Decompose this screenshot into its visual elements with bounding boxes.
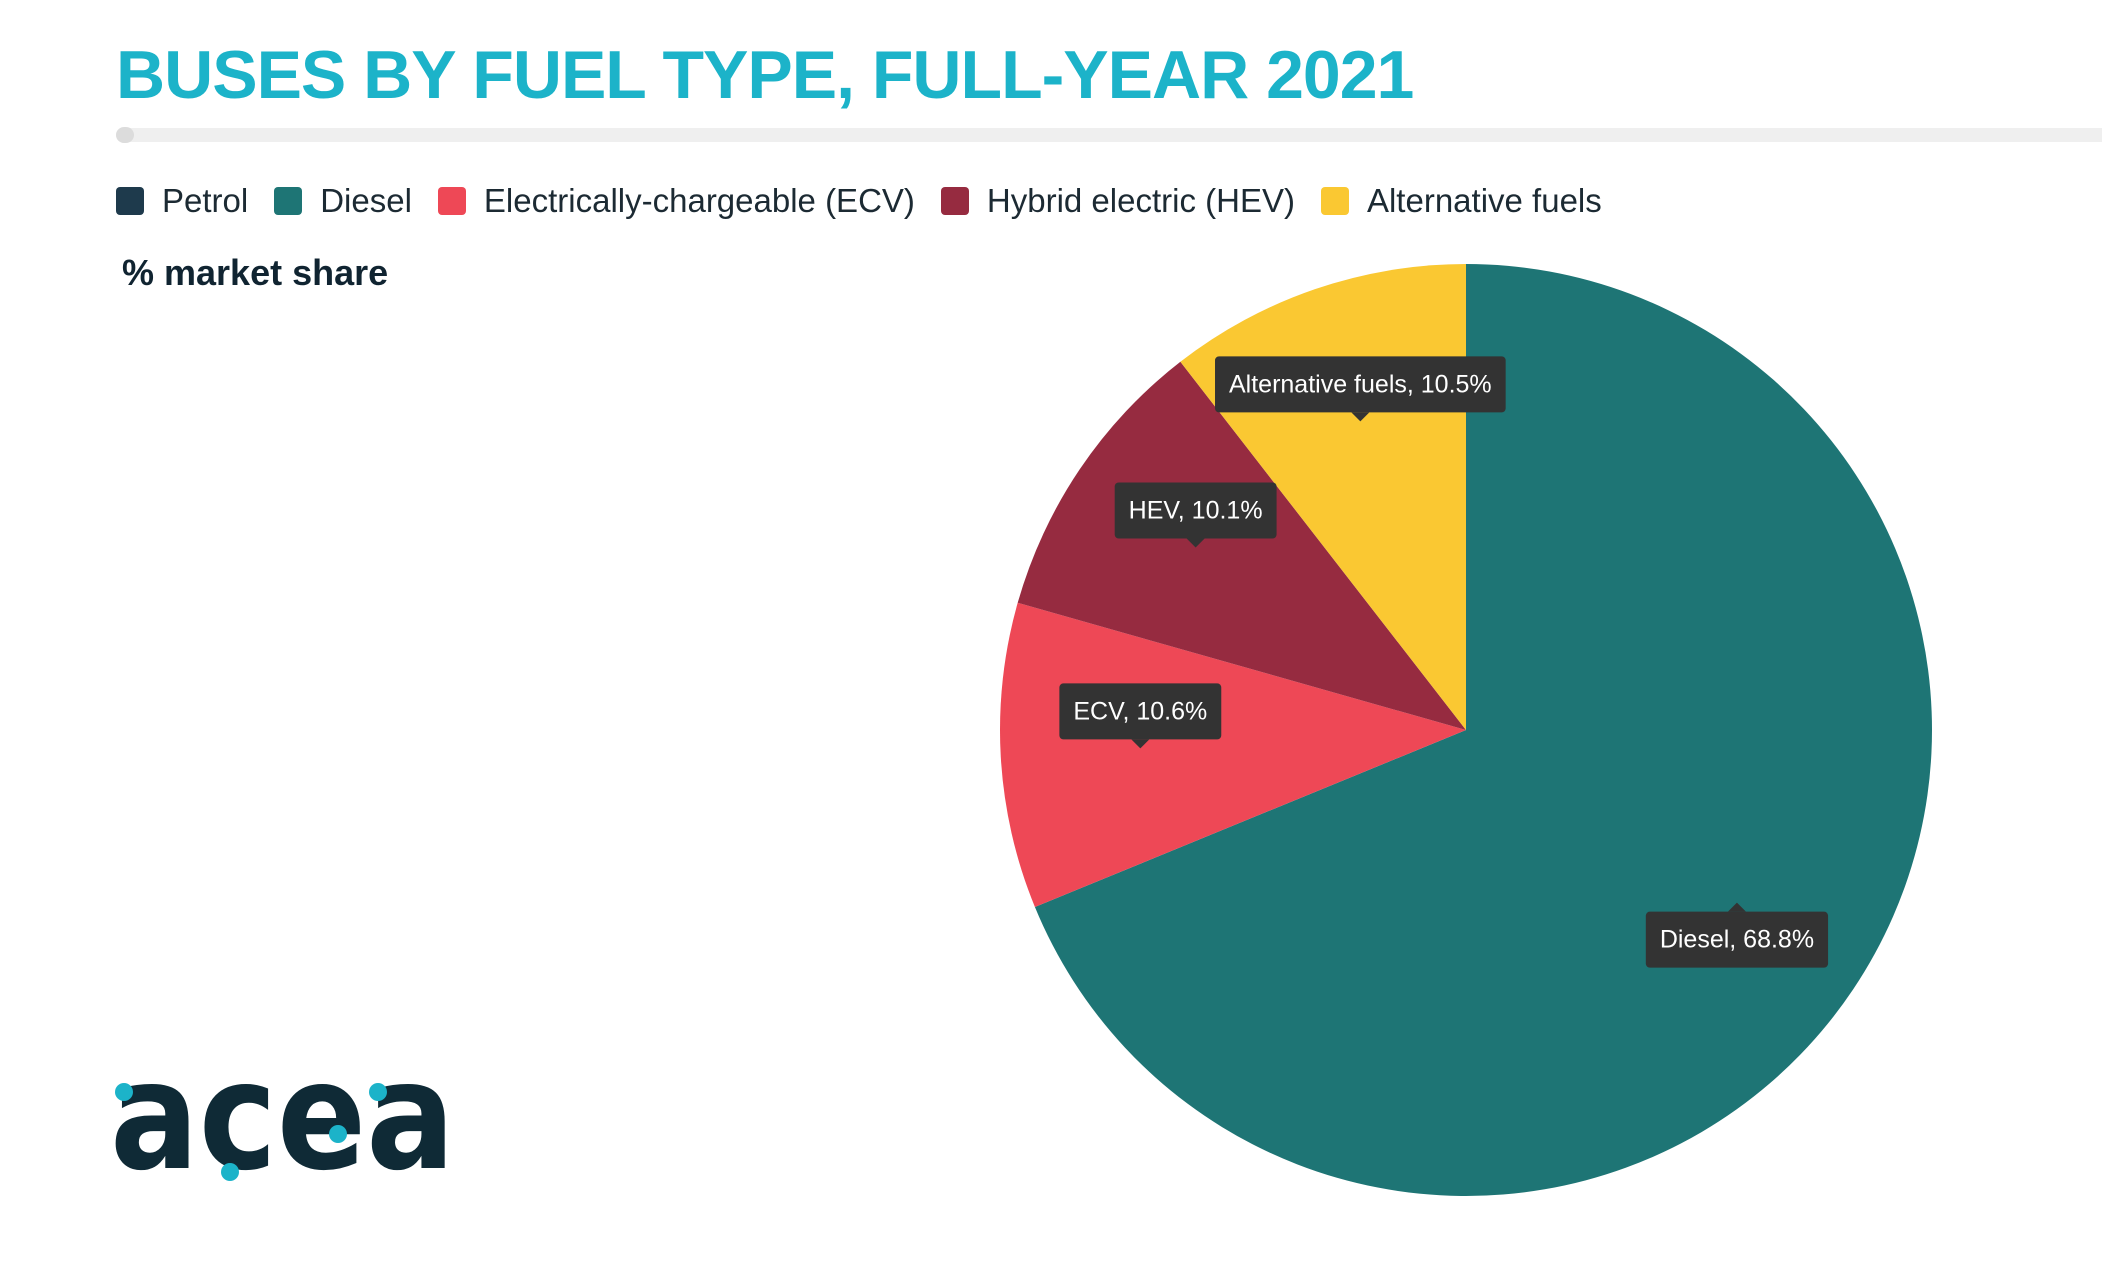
data-label-pointer (1186, 538, 1205, 548)
data-label-alternative-fuels: Alternative fuels, 10.5% (1215, 356, 1506, 422)
pie-slice-hev[interactable] (1017, 361, 1466, 730)
title-underline (116, 128, 2102, 142)
legend-swatch-diesel (274, 187, 303, 215)
data-label-text: HEV, 10.1% (1129, 496, 1263, 524)
data-label-pointer (1131, 739, 1150, 749)
legend-item-petrol[interactable]: Petrol (116, 182, 248, 220)
pie-slice-ecv[interactable] (1000, 602, 1466, 907)
data-label-hev: HEV, 10.1% (1114, 482, 1277, 548)
data-label-ecv: ECV, 10.6% (1059, 683, 1222, 749)
legend-label-alternative-fuels: Alternative fuels (1366, 182, 1602, 219)
pie-labels: Diesel, 68.8% ECV, 10.6% HEV, 10.1% Alterna… (1059, 356, 1829, 968)
legend-label-diesel: Diesel (320, 182, 412, 219)
data-label-text: ECV, 10.6% (1073, 697, 1207, 725)
legend-item-alternative-fuels[interactable]: Alternative fuels (1320, 182, 1602, 220)
legend-swatch-hev (940, 187, 969, 215)
data-label-text: Diesel, 68.8% (1660, 926, 1814, 954)
legend-swatch-ecv (437, 187, 466, 215)
legend-label-ecv: Electrically-chargeable (ECV) (483, 182, 915, 219)
logo-dot (369, 1083, 387, 1101)
logo-dot (115, 1083, 133, 1101)
chart-subtitle: % market share (122, 252, 389, 293)
data-label-diesel: Diesel, 68.8% (1645, 902, 1829, 968)
legend-item-ecv[interactable]: Electrically-chargeable (ECV) (437, 182, 915, 220)
legend: Petrol Diesel Electrically-chargeable (E… (116, 182, 1628, 220)
chart-title: BUSES BY FUEL TYPE, FULL-YEAR 2021 (116, 37, 1414, 113)
logo-dot (329, 1125, 347, 1143)
data-label-box (1645, 911, 1829, 968)
logo-dot (221, 1163, 239, 1181)
legend-swatch-petrol (116, 187, 144, 215)
data-label-text: Alternative fuels, 10.5% (1229, 370, 1492, 398)
legend-swatch-alternative-fuels (1320, 187, 1349, 215)
legend-label-petrol: Petrol (162, 182, 249, 219)
legend-item-hev[interactable]: Hybrid electric (HEV) (940, 182, 1295, 220)
data-label-box (1059, 683, 1222, 740)
data-label-pointer (1727, 902, 1746, 912)
data-label-box (1215, 356, 1506, 413)
data-label-box (1114, 482, 1277, 539)
acea-logo: acea (110, 1050, 455, 1200)
title-underline-knob (116, 127, 134, 143)
legend-label-hev: Hybrid electric (HEV) (986, 182, 1295, 219)
legend-item-diesel[interactable]: Diesel (274, 182, 412, 220)
data-label-pointer (1351, 412, 1370, 422)
logo-text: acea (110, 1050, 455, 1200)
